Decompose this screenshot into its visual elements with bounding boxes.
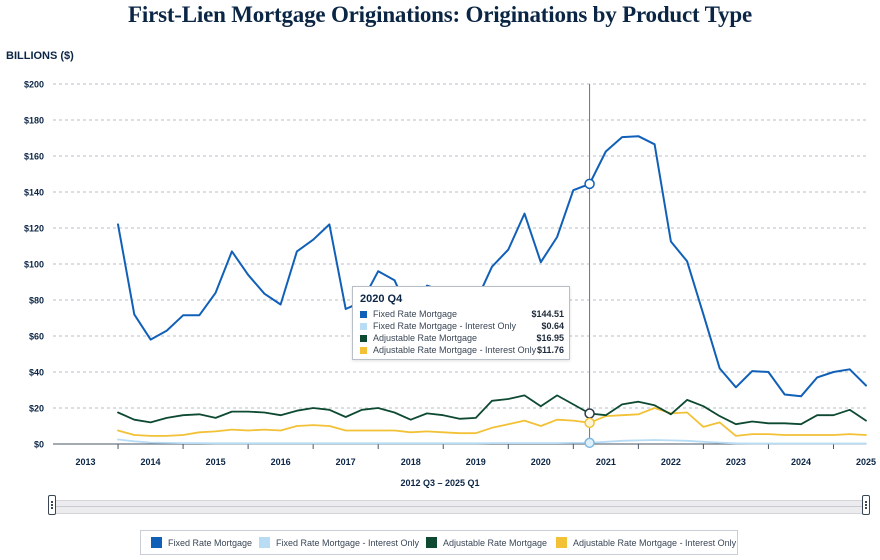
x-tick-label: 2024: [791, 457, 811, 467]
series-adjustable-io-line: [117, 407, 867, 437]
legend-swatch-fixed: [151, 537, 162, 548]
tooltip-label: Fixed Rate Mortgage - Interest Only: [373, 321, 517, 331]
y-tick-label: $100: [24, 260, 44, 270]
x-tick-label: 2019: [466, 457, 486, 467]
series-fixed-io-line: [117, 438, 867, 445]
series-adjustable-line: [117, 394, 867, 426]
y-tick-label: $200: [24, 80, 44, 90]
legend-label: Fixed Rate Mortgage - Interest Only: [276, 538, 420, 548]
series-adjustable-marker: [584, 408, 595, 419]
chart-title: First-Lien Mortgage Originations: Origin…: [128, 2, 752, 27]
y-axis-units-label: BILLIONS ($): [6, 50, 74, 62]
y-tick-label: $180: [24, 116, 44, 126]
range-slider-track[interactable]: [53, 500, 866, 514]
x-tick-label: 2017: [336, 457, 356, 467]
legend-label: Adjustable Rate Mortgage - Interest Only: [573, 538, 737, 548]
x-tick-label: 2014: [141, 457, 161, 467]
tooltip-value: $16.95: [536, 333, 564, 343]
tooltip-label: Fixed Rate Mortgage: [373, 309, 458, 319]
y-tick-label: $120: [24, 224, 44, 234]
y-axis: $0 $20 $40 $60 $80 $100 $120 $140 $160 $180 $200: [24, 80, 44, 450]
series-fixed-marker: [584, 178, 595, 190]
tooltip-label: Adjustable Rate Mortgage: [373, 333, 478, 343]
y-tick-label: $140: [24, 188, 44, 198]
legend-swatch-fixed-io: [259, 537, 270, 548]
x-tick-label: 2021: [596, 457, 616, 467]
x-tick-label: 2016: [271, 457, 291, 467]
y-tick-label: $20: [29, 404, 44, 414]
x-tick-label: 2013: [76, 457, 96, 467]
legend-swatch-adjustable-io: [556, 537, 567, 548]
tooltip-label: Adjustable Rate Mortgage - Interest Only: [373, 345, 537, 355]
tooltip-row-adjustable-io: Adjustable Rate Mortgage - Interest Only…: [360, 345, 564, 357]
y-tick-label: $60: [29, 332, 44, 342]
y-tick-label: $160: [24, 152, 44, 162]
tooltip-value: $0.64: [541, 321, 564, 331]
legend-label: Fixed Rate Mortgage: [168, 538, 253, 548]
x-tick-label: 2023: [726, 457, 746, 467]
legend-label: Adjustable Rate Mortgage: [443, 538, 548, 548]
hover-cursor: [584, 84, 595, 449]
tooltip-swatch-adjustable: [360, 335, 367, 342]
range-slider-line: [53, 506, 866, 507]
x-tick-label: 2018: [401, 457, 421, 467]
y-tick-label: $80: [29, 296, 44, 306]
range-label: 2012 Q3 – 2025 Q1: [400, 478, 480, 488]
tooltip-value: $11.76: [536, 345, 564, 355]
series-fixed-io-marker: [584, 437, 595, 449]
series-fixed-line: [117, 135, 867, 398]
series-adjustable-io-marker: [584, 417, 595, 429]
tooltip-title: 2020 Q4: [360, 293, 403, 305]
y-tick-label: $40: [29, 368, 44, 378]
x-tick-label: 2022: [661, 457, 681, 467]
range-slider-start-handle[interactable]: [48, 495, 56, 515]
tooltip-row-fixed: Fixed Rate Mortgage $144.51: [360, 309, 564, 321]
tooltip-swatch-adjustable-io: [360, 347, 367, 354]
x-tick-label: 2025: [856, 457, 876, 467]
tooltip-value: $144.51: [531, 309, 564, 319]
tooltip-swatch-fixed-io: [360, 323, 367, 330]
tooltip-row-fixed-io: Fixed Rate Mortgage - Interest Only $0.6…: [360, 321, 564, 333]
legend: Fixed Rate Mortgage Fixed Rate Mortgage …: [140, 530, 738, 555]
x-axis: 2013 2014 2015 2016 2017 2018 2019 2020 2021 2022…: [76, 444, 876, 467]
gridlines: [53, 83, 866, 445]
data-tooltip: 2020 Q4 Fixed Rate Mortgage $144.51 Fixe…: [352, 286, 570, 360]
tooltip-row-adjustable: Adjustable Rate Mortgage $16.95: [360, 333, 564, 345]
legend-swatch-adjustable: [426, 537, 437, 548]
x-tick-label: 2015: [206, 457, 226, 467]
line-chart[interactable]: $0 $20 $40 $60 $80 $100 $120 $140 $160 $180 $200 2…: [0, 0, 880, 475]
series-group: [117, 135, 867, 445]
range-slider-end-handle[interactable]: [862, 495, 870, 515]
tooltip-swatch-fixed: [360, 311, 367, 318]
y-tick-label: $0: [34, 440, 44, 450]
x-tick-label: 2020: [531, 457, 551, 467]
